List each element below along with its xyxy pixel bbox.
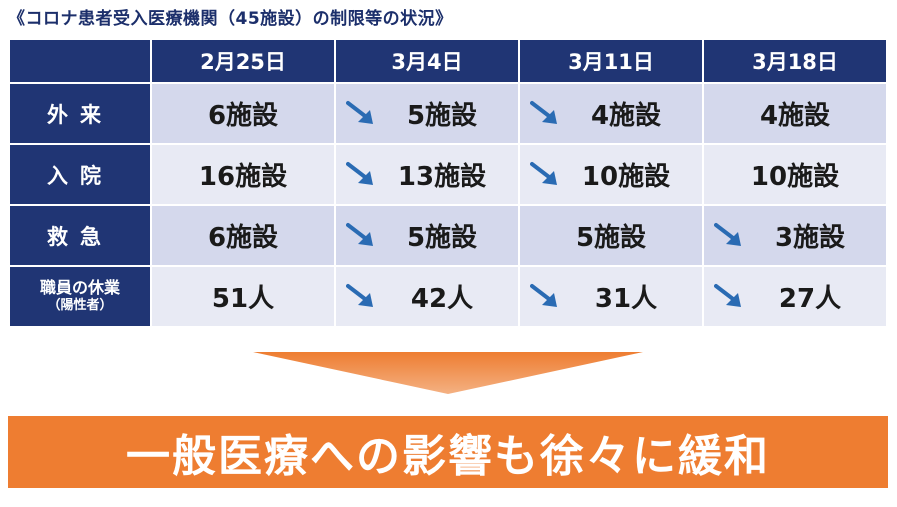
cell-value: 42人 — [410, 284, 474, 314]
cell-value: 5施設 — [406, 223, 478, 253]
status-table: 2月25日 3月4日 3月11日 3月18日 外来 6施設 5施設 4施設 4施設入院 1… — [8, 38, 888, 328]
table-cell: 42人 — [334, 265, 520, 328]
row-label-sub: （陽性者） — [47, 297, 113, 313]
cell-value: 10施設 — [750, 162, 840, 192]
header-date-4: 3月18日 — [702, 38, 888, 84]
header-date-2: 3月4日 — [334, 38, 520, 84]
cell-value: 3施設 — [774, 223, 846, 253]
page-title: 《コロナ患者受入医療機関（45施設）の制限等の状況》 — [8, 9, 453, 29]
header-date-1: 2月25日 — [150, 38, 336, 84]
row-label-text: 入院 — [47, 163, 113, 188]
cell-value: 31人 — [594, 284, 658, 314]
table-cell: 10施設 — [702, 143, 888, 206]
table-row: 救急 6施設 5施設 5施設 3施設 — [8, 204, 888, 267]
table-cell: 6施設 — [150, 82, 336, 145]
header-corner — [8, 38, 152, 84]
cell-value: 16施設 — [198, 162, 288, 192]
row-label: 外来 — [8, 82, 152, 145]
table-cell: 16施設 — [150, 143, 336, 206]
conclusion-banner: 一般医療への影響も徐々に緩和 — [8, 416, 888, 488]
row-label: 救急 — [8, 204, 152, 267]
table-row: 職員の休業 （陽性者） 51人 42人 31人 27人 — [8, 265, 888, 328]
cell-value: 6施設 — [207, 101, 279, 131]
cell-value: 5施設 — [575, 223, 647, 253]
cell-value: 5施設 — [406, 101, 478, 131]
table-cell: 5施設 — [334, 82, 520, 145]
cell-value: 10施設 — [581, 162, 671, 192]
table-row: 入院 16施設 13施設 10施設 10施設 — [8, 143, 888, 206]
down-right-arrow-icon — [346, 101, 373, 124]
table-cell: 10施設 — [518, 143, 704, 206]
table-cell: 13施設 — [334, 143, 520, 206]
row-label-text: 外来 — [47, 102, 113, 127]
table-cell: 4施設 — [702, 82, 888, 145]
down-arrow-icon — [253, 352, 643, 394]
cell-value: 6施設 — [207, 223, 279, 253]
row-label-text: 職員の休業 — [39, 277, 120, 297]
down-right-arrow-icon — [530, 101, 557, 124]
table-cell: 6施設 — [150, 204, 336, 267]
cell-value: 51人 — [211, 284, 275, 314]
header-date-3: 3月11日 — [518, 38, 704, 84]
table-cell: 4施設 — [518, 82, 704, 145]
table-cell: 27人 — [702, 265, 888, 328]
row-label: 職員の休業 （陽性者） — [8, 265, 152, 328]
row-label: 入院 — [8, 143, 152, 206]
cell-value: 4施設 — [590, 101, 662, 131]
down-right-arrow-icon — [346, 162, 373, 185]
table-cell: 5施設 — [518, 204, 704, 267]
down-right-arrow-icon — [714, 284, 741, 307]
down-right-arrow-icon — [346, 284, 373, 307]
table-cell: 51人 — [150, 265, 336, 328]
cell-value: 4施設 — [759, 101, 831, 131]
table-cell: 31人 — [518, 265, 704, 328]
cell-value: 27人 — [778, 284, 842, 314]
down-right-arrow-icon — [714, 223, 741, 246]
cell-value: 13施設 — [397, 162, 487, 192]
table-header-row: 2月25日 3月4日 3月11日 3月18日 — [8, 38, 888, 84]
down-right-arrow-icon — [530, 162, 557, 185]
table-cell: 3施設 — [702, 204, 888, 267]
down-right-arrow-icon — [346, 223, 373, 246]
table-cell: 5施設 — [334, 204, 520, 267]
down-right-arrow-icon — [530, 284, 557, 307]
row-label-text: 救急 — [47, 224, 113, 249]
table-row: 外来 6施設 5施設 4施設 4施設 — [8, 82, 888, 145]
